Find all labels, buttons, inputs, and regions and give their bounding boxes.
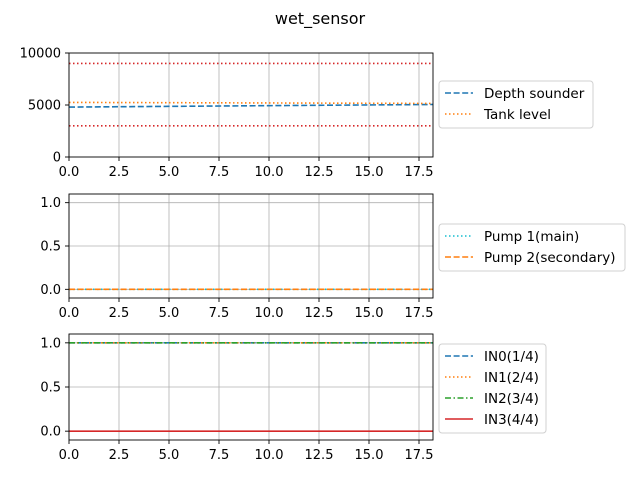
- x-tick-label: 12.5: [305, 306, 334, 321]
- y-tick-label: 10000: [20, 47, 61, 62]
- legend-label: Depth sounder: [484, 86, 585, 102]
- legend-label: IN1(2/4): [484, 370, 539, 386]
- x-tick-label: 17.5: [405, 306, 434, 321]
- x-tick-label: 7.5: [209, 306, 230, 321]
- figure-title: wet_sensor: [275, 9, 366, 29]
- x-tick-label: 2.5: [109, 448, 130, 463]
- x-tick-label: 5.0: [159, 165, 180, 180]
- x-tick-label: 7.5: [209, 448, 230, 463]
- x-tick-label: 7.5: [209, 165, 230, 180]
- y-tick-label: 0.5: [40, 381, 61, 396]
- legend: IN0(1/4) IN1(2/4) IN2(3/4) IN3(4/4): [438, 343, 547, 434]
- x-tick-label: 0.0: [59, 448, 80, 463]
- subplot-1: 0.0 2.5 5.0 7.5 10.0 12.5 15.0 17.5 0 5000 10000 De…: [20, 47, 594, 180]
- legend-label: IN3(4/4): [484, 412, 539, 428]
- x-tick-label: 15.0: [355, 448, 384, 463]
- legend-label: Pump 2(secondary): [484, 250, 616, 266]
- legend-box: [438, 80, 594, 129]
- x-tick-label: 10.0: [255, 165, 284, 180]
- legend-label: Pump 1(main): [484, 229, 579, 245]
- legend-box: [438, 223, 626, 272]
- legend-label: Tank level: [483, 107, 551, 123]
- x-tick-label: 17.5: [405, 165, 434, 180]
- legend-label: IN0(1/4): [484, 349, 539, 365]
- y-tick-label: 0.0: [40, 283, 61, 298]
- legend-label: IN2(3/4): [484, 391, 539, 407]
- x-tick-label: 15.0: [355, 165, 384, 180]
- x-tick-label: 12.5: [305, 448, 334, 463]
- y-tick-label: 5000: [28, 99, 61, 114]
- y-tick-label: 1.0: [40, 336, 61, 351]
- x-tick-label: 15.0: [355, 306, 384, 321]
- x-tick-label: 5.0: [159, 448, 180, 463]
- x-tick-label: 17.5: [405, 448, 434, 463]
- y-tick-label: 1.0: [40, 196, 61, 211]
- legend: Depth sounder Tank level: [438, 80, 594, 129]
- x-tick-label: 10.0: [255, 306, 284, 321]
- y-tick-label: 0: [53, 151, 61, 166]
- x-tick-label: 2.5: [109, 306, 130, 321]
- x-tick-label: 5.0: [159, 306, 180, 321]
- subplot-3: 0.0 2.5 5.0 7.5 10.0 12.5 15.0 17.5 0.0 0.5 1.0 IN0…: [40, 333, 547, 463]
- series-line-1: [68, 103, 434, 108]
- x-tick-label: 0.0: [59, 306, 80, 321]
- legend-box: [438, 343, 547, 434]
- x-tick-label: 12.5: [305, 165, 334, 180]
- x-tick-label: 10.0: [255, 448, 284, 463]
- y-tick-label: 0.0: [40, 425, 61, 440]
- subplot-2: 0.0 2.5 5.0 7.5 10.0 12.5 15.0 17.5 0.0 0.5 1.0 Pum…: [40, 193, 626, 321]
- legend: Pump 1(main) Pump 2(secondary): [438, 223, 626, 272]
- x-tick-label: 2.5: [109, 165, 130, 180]
- series-line-2: [68, 101, 434, 105]
- x-tick-label: 0.0: [59, 165, 80, 180]
- y-tick-label: 0.5: [40, 240, 61, 255]
- subplots: 0.0 2.5 5.0 7.5 10.0 12.5 15.0 17.5 0 5000 10000 De…: [20, 47, 626, 463]
